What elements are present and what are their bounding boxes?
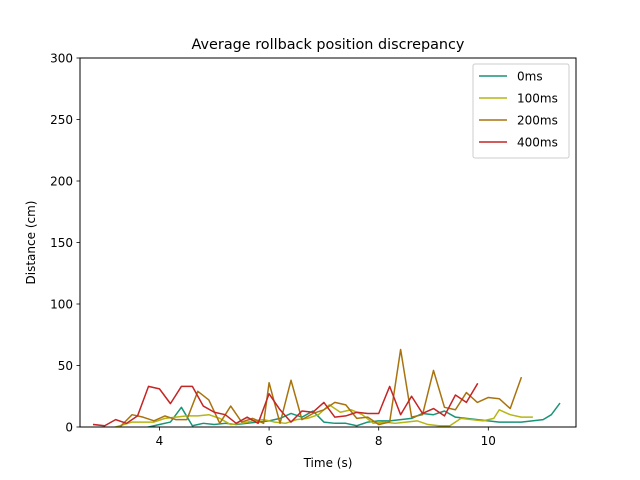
chart-title: Average rollback position discrepancy	[192, 37, 465, 53]
legend-label-200ms: 200ms	[517, 113, 558, 127]
legend: 0ms 100ms 200ms 400ms	[472, 63, 570, 159]
y-tick-label: 50	[58, 359, 73, 373]
legend-label-400ms: 400ms	[517, 135, 558, 149]
legend-label-0ms: 0ms	[517, 69, 543, 83]
x-ticks: 4 6 8 10	[156, 427, 496, 448]
y-axis-title: Distance (cm)	[24, 201, 38, 285]
y-ticks: 0 50 100 150 200 250 300	[50, 51, 80, 434]
y-tick-label: 250	[50, 113, 73, 127]
series-line-200ms	[120, 348, 523, 427]
x-axis-title: Time (s)	[303, 456, 353, 470]
legend-box	[472, 63, 570, 159]
x-tick-label: 8	[375, 434, 383, 448]
series-line-400ms	[92, 382, 479, 427]
y-tick-label: 300	[50, 51, 73, 65]
y-tick-label: 0	[65, 420, 73, 434]
x-tick-label: 10	[481, 434, 496, 448]
x-tick-label: 4	[156, 434, 164, 448]
plot-lines	[92, 348, 561, 427]
series-line-100ms	[114, 404, 533, 427]
y-tick-label: 150	[50, 236, 73, 250]
legend-label-100ms: 100ms	[517, 91, 558, 105]
y-tick-label: 100	[50, 297, 73, 311]
x-tick-label: 6	[265, 434, 273, 448]
y-tick-label: 200	[50, 174, 73, 188]
series-line-0ms	[147, 402, 561, 427]
